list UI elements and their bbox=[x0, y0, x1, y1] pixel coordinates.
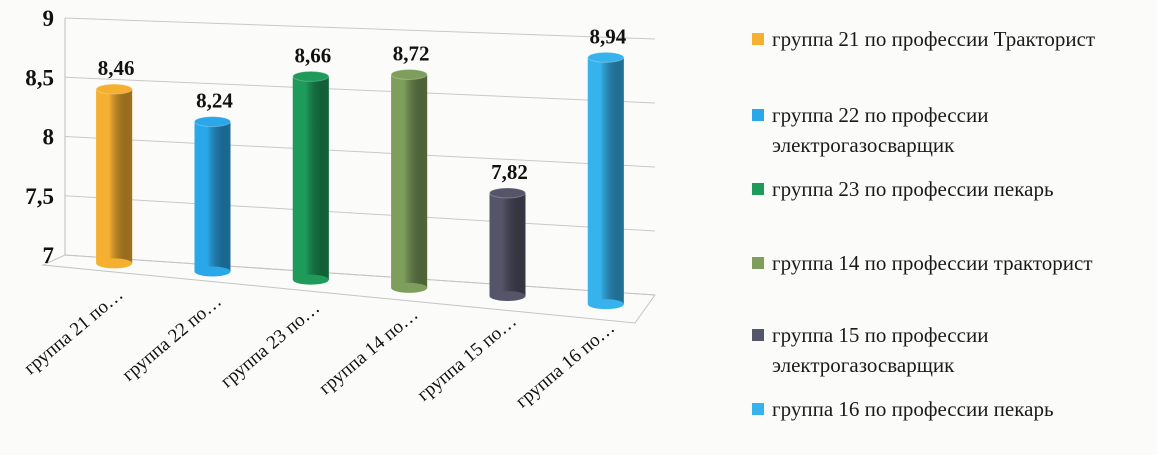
gridline bbox=[64, 76, 656, 104]
bar-6 bbox=[587, 51, 625, 310]
y-tick-label: 7,5 bbox=[25, 184, 54, 209]
bar-shading bbox=[587, 57, 624, 305]
chart-floor bbox=[41, 254, 656, 324]
legend-swatch bbox=[752, 403, 764, 415]
gridline bbox=[64, 17, 656, 40]
bar-base bbox=[292, 274, 329, 285]
bar-2 bbox=[194, 116, 231, 277]
legend-item: группа 16 по профессии пекарь bbox=[752, 394, 1147, 424]
bar-base bbox=[194, 266, 231, 277]
data-label: 7,82 bbox=[491, 160, 528, 184]
chart-area: 7 7,5 8 8,5 9 8,46 группа 21 по… 8,24 группа 22 … bbox=[20, 6, 656, 412]
legend-item: группа 22 по профессии электрогазосварщи… bbox=[752, 100, 1147, 160]
data-label: 8,66 bbox=[294, 43, 331, 67]
bar-top bbox=[489, 187, 526, 199]
legend-item: группа 21 по профессии Тракторист bbox=[752, 24, 1147, 54]
bar-shading bbox=[489, 192, 526, 296]
bar-chart: 7 7,5 8 8,5 9 8,46 группа 21 по… 8,24 группа 22 … bbox=[20, 6, 656, 412]
bar-shading bbox=[96, 89, 133, 264]
bar-top bbox=[194, 116, 231, 128]
bar-base bbox=[489, 291, 526, 301]
gridline bbox=[64, 195, 656, 232]
bar-top bbox=[587, 51, 625, 63]
x-tick-label: группа 16 по… bbox=[512, 317, 619, 412]
legend-label: группа 14 по профессии тракторист bbox=[772, 251, 1093, 275]
bar-base bbox=[391, 282, 428, 293]
bar-top bbox=[95, 83, 133, 95]
x-tick-label: группа 23 по… bbox=[217, 297, 324, 392]
bar-top bbox=[390, 68, 428, 80]
bar-shading bbox=[391, 74, 428, 288]
y-tick-label: 8,5 bbox=[25, 65, 54, 90]
legend-label: группа 15 по профессии электрогазосварщи… bbox=[772, 323, 989, 377]
bar-4 bbox=[390, 68, 428, 293]
legend-swatch bbox=[752, 183, 764, 195]
x-tick-label: группа 14 по… bbox=[315, 304, 422, 399]
data-label: 8,94 bbox=[589, 24, 626, 48]
legend-swatch bbox=[752, 109, 764, 121]
x-tick-label: группа 15 по… bbox=[413, 311, 520, 406]
bar-base bbox=[587, 299, 624, 310]
legend-item: группа 15 по профессии электрогазосварщи… bbox=[752, 320, 1147, 380]
gridlines bbox=[64, 17, 656, 296]
data-label: 8,24 bbox=[196, 89, 233, 113]
legend-swatch bbox=[752, 257, 764, 269]
y-tick-label: 8 bbox=[43, 125, 55, 150]
data-label: 8,72 bbox=[393, 41, 430, 65]
legend-label: группа 22 по профессии электрогазосварщи… bbox=[772, 103, 989, 157]
legend-label: группа 21 по профессии Тракторист bbox=[772, 27, 1096, 51]
y-tick-label: 9 bbox=[43, 6, 55, 31]
legend-swatch bbox=[752, 33, 764, 45]
bar-5 bbox=[489, 187, 526, 301]
bar-base bbox=[96, 258, 133, 269]
legend-item: группа 14 по профессии тракторист bbox=[752, 248, 1147, 278]
legend-swatch bbox=[752, 329, 764, 341]
x-tick-label: группа 22 по… bbox=[118, 291, 225, 386]
bar-shading bbox=[194, 121, 231, 272]
y-tick-label: 7 bbox=[43, 243, 55, 268]
bar-3 bbox=[292, 70, 330, 285]
bar-top bbox=[292, 70, 330, 82]
legend-label: группа 23 по профессии пекарь bbox=[772, 177, 1054, 201]
data-label: 8,46 bbox=[98, 56, 135, 80]
legend-item: группа 23 по профессии пекарь bbox=[752, 174, 1147, 204]
legend-label: группа 16 по профессии пекарь bbox=[772, 397, 1054, 421]
bar-1 bbox=[95, 83, 133, 269]
x-tick-label: группа 21 по… bbox=[20, 284, 127, 379]
gridline bbox=[64, 136, 656, 168]
bar-shading bbox=[292, 76, 329, 280]
